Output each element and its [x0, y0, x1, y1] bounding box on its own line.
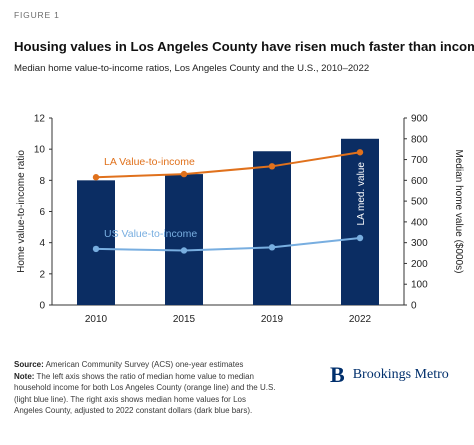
- point-la-2010: [92, 174, 100, 181]
- right-tick-label: 300: [411, 238, 428, 249]
- right-tick-label: 700: [411, 155, 428, 166]
- note-label: Note:: [14, 371, 35, 381]
- brookings-logo: B Brookings Metro: [330, 364, 449, 386]
- footnote: Source: American Community Survey (ACS) …: [14, 359, 276, 417]
- brand-name: Brookings Metro: [352, 367, 449, 382]
- left-tick-label: 12: [34, 114, 46, 125]
- right-tick-label: 0: [411, 301, 417, 312]
- left-tick-label: 2: [39, 269, 45, 280]
- bar-series-label: LA med. value: [356, 162, 367, 226]
- point-us-2015: [180, 247, 188, 254]
- point-la-2015: [180, 170, 188, 178]
- line-us-value-to-income: [95, 236, 361, 252]
- point-la-2022: [356, 149, 364, 156]
- left-tick-label: 0: [39, 301, 45, 312]
- bar-2015: [165, 174, 203, 305]
- x-tick-label: 2019: [261, 314, 284, 325]
- source-text: American Community Survey (ACS) one-year…: [45, 360, 244, 369]
- x-tick-label: 2022: [349, 314, 372, 325]
- right-tick-label: 600: [411, 176, 428, 187]
- figure-label: FIGURE 1: [14, 10, 60, 20]
- left-tick-label: 8: [39, 176, 45, 187]
- note-text: The left axis shows the ratio of median …: [14, 371, 276, 416]
- series-label-us: US Value-to-income: [104, 228, 197, 240]
- point-us-2022: [356, 234, 364, 242]
- right-tick-label: 400: [411, 217, 428, 228]
- chart-title: Housing values in Los Angeles County hav…: [14, 39, 474, 54]
- bar-2019: [253, 151, 291, 305]
- point-us-2019: [268, 244, 276, 251]
- right-tick-label: 100: [411, 280, 428, 291]
- right-axis-title: Median home value ($000s): [453, 150, 464, 274]
- source-label: Source:: [14, 360, 44, 369]
- bar-2022: [341, 138, 379, 305]
- point-us-2010: [92, 245, 100, 253]
- line-la-value-to-income: [95, 151, 361, 179]
- left-tick-label: 4: [39, 238, 45, 249]
- right-tick-label: 500: [411, 197, 428, 208]
- x-tick-label: 2015: [173, 314, 196, 325]
- dual-axis-chart: 0 2 4 6 8 10 12 0 100 200 300 400 500 600 700 800 900 Hom…: [16, 114, 464, 326]
- chart-subtitle: Median home value-to-income ratios, Los …: [14, 63, 370, 74]
- right-tick-label: 200: [411, 259, 428, 270]
- point-la-2019: [268, 163, 276, 170]
- x-tick-label: 2010: [85, 314, 108, 325]
- left-tick-label: 6: [39, 207, 45, 218]
- right-tick-label: 800: [411, 134, 428, 145]
- series-label-la: LA Value-to-income: [104, 156, 195, 168]
- left-tick-label: 10: [34, 145, 46, 156]
- left-axis-title: Home value-to-income ratio: [16, 150, 27, 273]
- right-tick-label: 900: [411, 114, 428, 125]
- bar-2010: [77, 180, 115, 305]
- brand-mark-icon: B: [330, 362, 345, 387]
